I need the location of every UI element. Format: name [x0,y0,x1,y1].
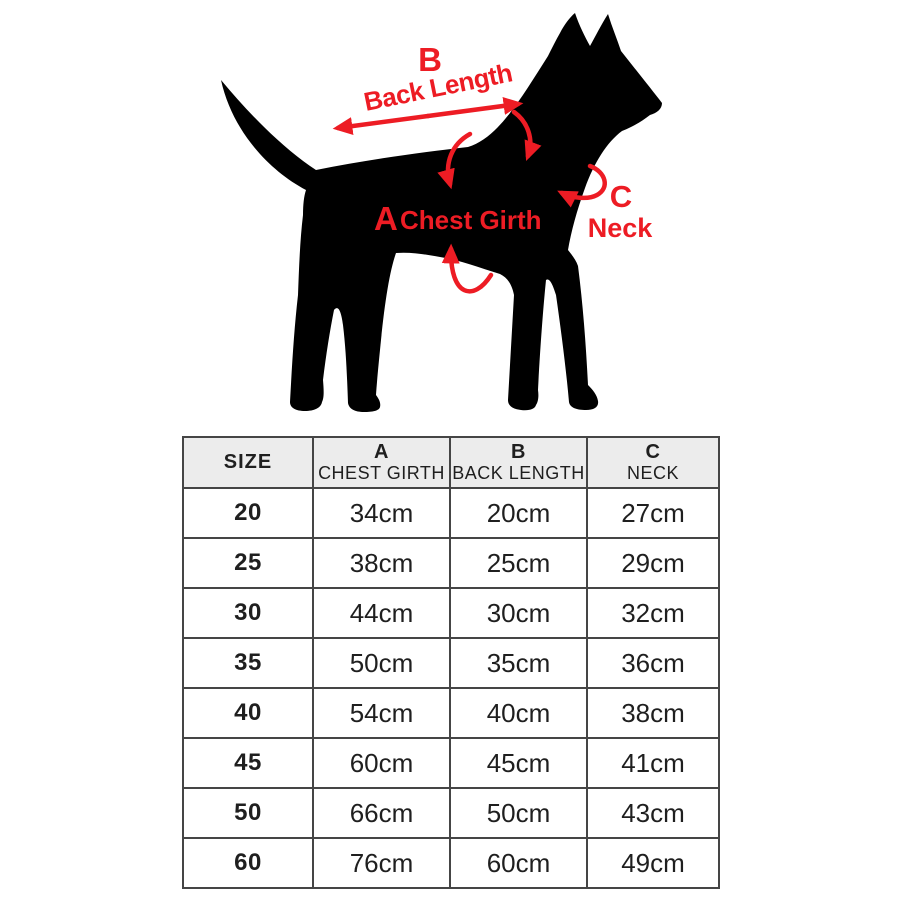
back-value: 25cm [449,537,588,589]
column-header-neck: C NECK [586,436,720,489]
size-value: 40 [182,687,314,739]
table-row: 40 54cm 40cm 38cm [182,687,720,739]
back-value: 40cm [449,687,588,739]
back-value: 30cm [449,587,588,639]
dog-silhouette [221,13,662,412]
size-value: 20 [182,487,314,539]
column-header-chest-girth: A CHEST GIRTH [312,436,451,489]
neck-value: 32cm [586,587,720,639]
size-value: 25 [182,537,314,589]
table-row: 60 76cm 60cm 49cm [182,837,720,889]
size-value: 30 [182,587,314,639]
back-value: 35cm [449,637,588,689]
neck-value: 36cm [586,637,720,689]
table-row: 30 44cm 30cm 32cm [182,587,720,639]
chest-girth-label: Chest Girth [400,205,542,235]
chest-value: 44cm [312,587,451,639]
chest-value: 66cm [312,787,451,839]
chest-girth-top-arrow [437,131,473,190]
back-value: 50cm [449,787,588,839]
column-header-back-length: B BACK LENGTH [449,436,588,489]
chest-value: 38cm [312,537,451,589]
dog-measurement-diagram: B Back Length A Chest Girth C Neck [221,13,662,412]
column-header-size: SIZE [182,436,314,489]
size-value: 60 [182,837,314,889]
table-row: 35 50cm 35cm 36cm [182,637,720,689]
chest-value: 34cm [312,487,451,539]
chest-girth-bottom-arrow [441,243,494,294]
table-header-row: SIZE A CHEST GIRTH B BACK LENGTH C NECK [182,436,720,489]
neck-letter-label: C [610,179,632,214]
withers-curve-arrow [511,109,542,162]
size-value: 45 [182,737,314,789]
table-row: 20 34cm 20cm 27cm [182,487,720,539]
size-value: 50 [182,787,314,839]
back-value: 45cm [449,737,588,789]
table-row: 50 66cm 50cm 43cm [182,787,720,839]
chest-value: 60cm [312,737,451,789]
neck-value: 41cm [586,737,720,789]
neck-value: 49cm [586,837,720,889]
chest-value: 50cm [312,637,451,689]
neck-value: 43cm [586,787,720,839]
back-value: 60cm [449,837,588,889]
back-length-letter-label: B [418,41,442,78]
size-chart-table: SIZE A CHEST GIRTH B BACK LENGTH C NECK … [182,436,720,889]
neck-curve-arrow [557,163,607,208]
chest-value: 54cm [312,687,451,739]
back-value: 20cm [449,487,588,539]
back-length-arrow [332,96,524,136]
neck-value: 29cm [586,537,720,589]
neck-value: 27cm [586,487,720,539]
table-row: 25 38cm 25cm 29cm [182,537,720,589]
table-row: 45 60cm 45cm 41cm [182,737,720,789]
chest-girth-letter-label: A [374,200,398,237]
size-value: 35 [182,637,314,689]
neck-value: 38cm [586,687,720,739]
chest-value: 76cm [312,837,451,889]
neck-label: Neck [588,213,654,243]
